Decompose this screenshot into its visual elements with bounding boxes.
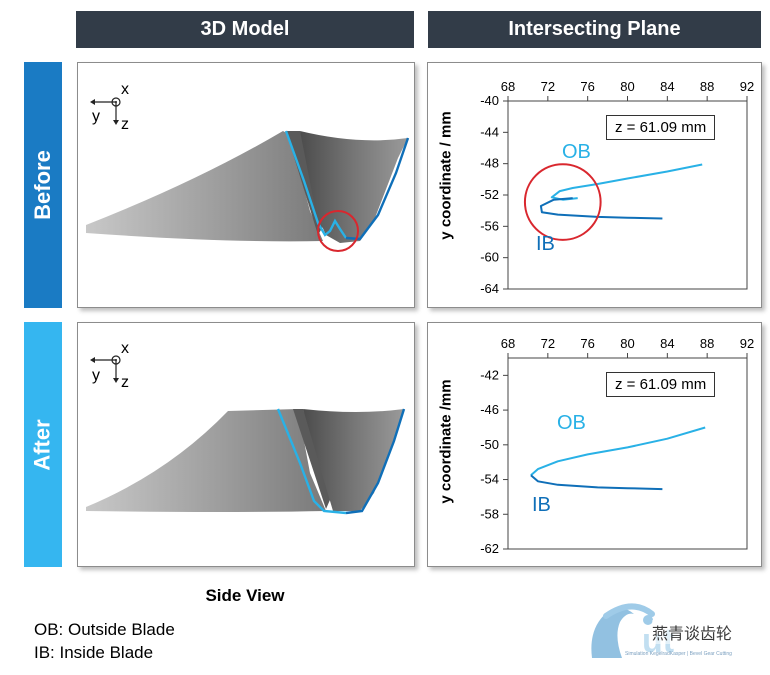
z-value-box: z = 61.09 mm	[606, 115, 716, 140]
plot-panel-after: 68 72 76 80 84 88 92 -42 -46 -50 -54 -58 -62 y coord…	[427, 322, 762, 567]
y-tick-label: -50	[480, 437, 499, 452]
series-line-ib	[539, 197, 663, 220]
axis-y-label: y	[92, 367, 100, 384]
inside-blade-edge-before	[345, 137, 410, 241]
z-value-box: z = 61.09 mm	[606, 372, 716, 397]
header-3d-model-text: 3D Model	[200, 18, 290, 40]
model-panel-before: x y z	[77, 62, 415, 308]
x-tick-label: 88	[700, 336, 714, 351]
y-axis-label: y coordinate /mm	[437, 379, 455, 504]
header-intersecting-plane: Intersecting Plane	[428, 11, 761, 48]
x-tick-label: 76	[580, 79, 594, 94]
y-tick-label: -64	[480, 281, 499, 296]
axis-y-label: y	[92, 108, 100, 125]
row-label-after: After	[24, 322, 62, 567]
blade-tip-after	[293, 409, 333, 509]
axis-x-label: x	[121, 81, 129, 98]
series-line-ob	[530, 426, 706, 476]
series-line-ib	[530, 474, 663, 491]
logo-caption: Simulation KegelradKasper | Bevel Gear C…	[625, 651, 732, 657]
right-flank-after	[303, 409, 404, 511]
side-view-caption: Side View	[205, 586, 285, 605]
x-tick-label: 76	[580, 336, 594, 351]
model-panel-after: x y z	[77, 322, 415, 567]
y-tick-label: -40	[480, 93, 499, 108]
legend-ob: OB: Outside Blade	[34, 620, 175, 639]
row-label-before: Before	[24, 62, 62, 308]
outside-blade-edge-after	[276, 408, 347, 515]
x-tick-label: 72	[541, 79, 555, 94]
highlight-circle-plot	[523, 163, 602, 241]
x-tick-label: 84	[660, 79, 674, 94]
ib-label: IB	[532, 494, 551, 516]
highlight-circle-model	[317, 210, 359, 252]
series-line-ob	[550, 163, 703, 201]
legend: OB: Outside Blade IB: Inside Blade	[34, 618, 175, 664]
ob-label: OB	[557, 412, 586, 434]
chart-before: 68 72 76 80 84 88 92 -40 -44 -48 -52 -56 -60 -64	[480, 79, 754, 296]
ib-label: IB	[536, 233, 555, 255]
y-tick-label: -62	[480, 541, 499, 556]
x-tick-label: 68	[501, 336, 515, 351]
plot-panel-before: 68 72 76 80 84 88 92 -40 -44 -48 -52 -56 -60 -64 y co…	[427, 62, 762, 308]
x-tick-label: 92	[740, 336, 754, 351]
left-flank-before	[86, 131, 323, 242]
y-tick-label: -54	[480, 472, 499, 487]
legend-ib: IB: Inside Blade	[34, 643, 154, 662]
y-tick-label: -60	[480, 250, 499, 265]
row-label-before-text: Before	[30, 150, 55, 220]
y-tick-label: -56	[480, 218, 499, 233]
outside-blade-edge-before	[284, 130, 347, 239]
x-tick-label: 80	[620, 336, 634, 351]
x-tick-label: 72	[541, 336, 555, 351]
axes-glyph-after: x y z	[90, 340, 129, 391]
y-tick-label: -52	[480, 187, 499, 202]
axis-z-label: z	[121, 116, 129, 133]
header-3d-model: 3D Model	[76, 11, 414, 48]
x-tick-label: 68	[501, 79, 515, 94]
model-render-after: x y z	[86, 340, 406, 515]
row-label-after-text: After	[30, 418, 55, 471]
y-tick-label: -46	[480, 402, 499, 417]
y-tick-label: -58	[480, 506, 499, 521]
axis-x-label: x	[121, 340, 129, 357]
x-tick-label: 84	[660, 336, 674, 351]
ob-label: OB	[562, 141, 591, 163]
axis-z-label: z	[121, 374, 129, 391]
chart-after: 68 72 76 80 84 88 92 -42 -46 -50 -54 -58 -62	[480, 336, 754, 556]
header-intersecting-plane-text: Intersecting Plane	[508, 18, 681, 40]
y-tick-label: -48	[480, 156, 499, 171]
y-tick-label: -44	[480, 124, 499, 139]
axes-glyph-before: x y z	[90, 81, 129, 133]
x-tick-label: 88	[700, 79, 714, 94]
inside-blade-edge-after	[345, 408, 406, 515]
x-tick-label: 92	[740, 79, 754, 94]
model-render-before: x y z	[86, 81, 410, 252]
left-flank-after	[86, 409, 326, 512]
y-tick-label: -42	[480, 367, 499, 382]
x-tick-label: 80	[620, 79, 634, 94]
y-axis-label: y coordinate / mm	[437, 111, 455, 240]
watermark: 燕青谈齿轮	[652, 620, 733, 644]
